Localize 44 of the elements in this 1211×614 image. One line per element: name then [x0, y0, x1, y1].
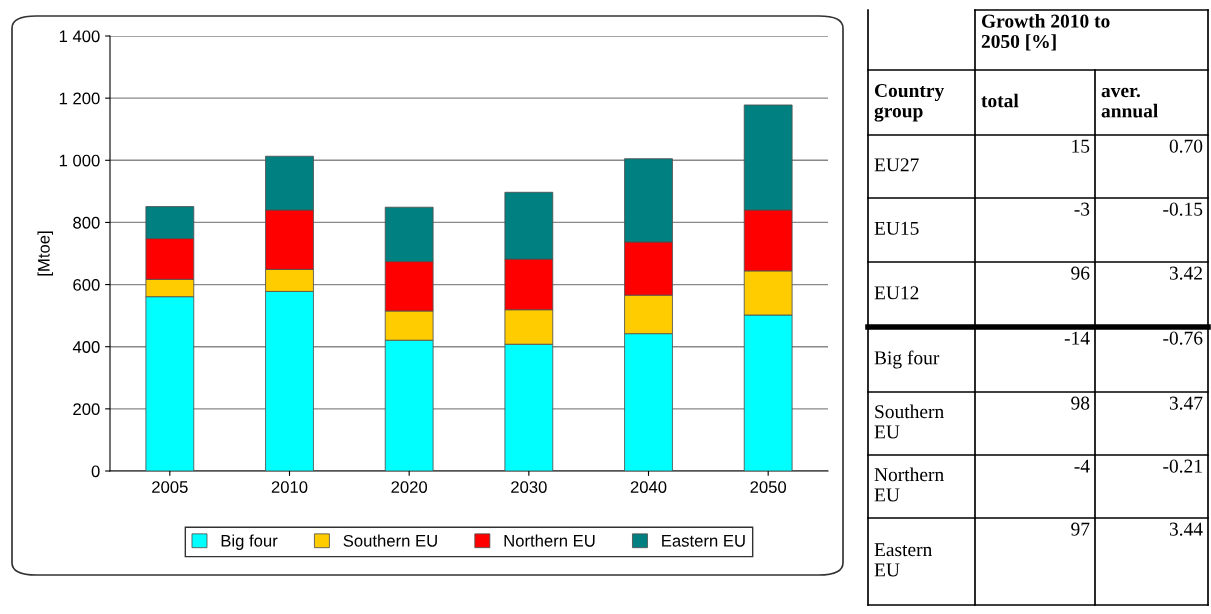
- data-label: 0.70: [1169, 139, 1203, 153]
- x-tick-label: 2030: [511, 481, 547, 493]
- y-tick-label: 1 400: [59, 30, 100, 43]
- data-label: 96: [1071, 266, 1090, 280]
- text: total: [981, 93, 1019, 108]
- data-label: -14: [1064, 331, 1090, 345]
- x-tick-label: 2040: [630, 481, 667, 493]
- legend-label: Big four: [221, 534, 278, 550]
- text: Country group: [874, 84, 945, 122]
- category-label: EU27: [874, 158, 919, 172]
- x-tick-label: 2005: [152, 481, 188, 493]
- x-tick-label: 2050: [750, 481, 787, 493]
- category-label: Eastern EU: [874, 543, 933, 577]
- y-tick-label: 800: [73, 216, 100, 229]
- y-tick-label: 0: [91, 465, 100, 478]
- y-tick-label: 600: [73, 278, 100, 291]
- x-tick-label: 2010: [271, 481, 308, 493]
- category-label: EU12: [874, 286, 919, 300]
- category-label: Northern EU: [874, 467, 944, 502]
- data-label: -0.21: [1163, 459, 1202, 473]
- text: aver. annual: [1101, 87, 1158, 118]
- legend-label: Eastern EU: [662, 535, 745, 547]
- x-tick-label: 2020: [391, 481, 428, 493]
- y-tick-label: 400: [72, 341, 100, 353]
- data-label: 98: [1071, 396, 1090, 410]
- legend-label: Southern EU: [343, 534, 437, 547]
- category-label: Big four: [874, 350, 940, 369]
- y-axis-title: [Mtoe]: [37, 231, 54, 276]
- data-label: 97: [1071, 522, 1090, 536]
- data-label: 3.42: [1169, 266, 1202, 280]
- data-label: -0.76: [1163, 331, 1203, 345]
- data-label: 3.47: [1169, 396, 1203, 410]
- category-label: Southern EU: [874, 404, 944, 439]
- data-label: -3: [1074, 202, 1090, 216]
- data-label: 3.44: [1169, 522, 1203, 536]
- y-tick-label: 200: [73, 403, 100, 416]
- legend-label: Northern EU: [504, 534, 595, 547]
- data-label: -0.15: [1163, 202, 1203, 216]
- category-label: EU15: [874, 221, 919, 235]
- data-label: -4: [1074, 459, 1090, 473]
- y-tick-label: 1 200: [59, 92, 100, 105]
- y-tick-label: 1 000: [59, 154, 100, 167]
- data-label: 15: [1072, 139, 1090, 153]
- text: Growth 2010 to 2050 [%]: [981, 14, 1110, 51]
